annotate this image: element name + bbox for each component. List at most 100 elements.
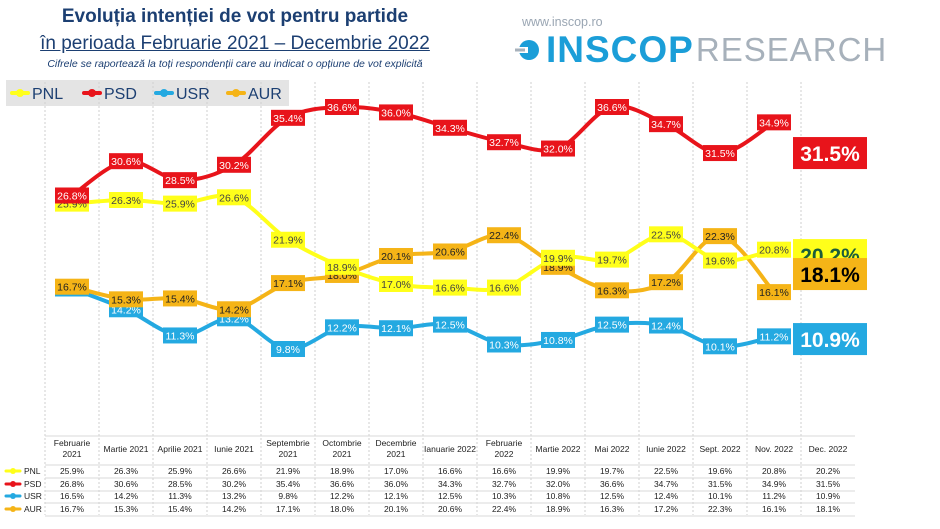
data-label: 19.7% bbox=[597, 255, 627, 267]
data-label: 18.9% bbox=[327, 262, 357, 274]
table-cell: 16.5% bbox=[60, 491, 85, 501]
legend-label-psd: PSD bbox=[104, 86, 137, 103]
table-cell: 34.7% bbox=[654, 479, 679, 489]
table-cell: 15.3% bbox=[114, 504, 139, 514]
data-label-box bbox=[433, 119, 467, 136]
table-legend-marker bbox=[10, 468, 16, 474]
data-label: 28.5% bbox=[165, 175, 195, 187]
data-label: 10.1% bbox=[705, 341, 735, 353]
data-label: 12.5% bbox=[435, 320, 465, 332]
data-label: 12.2% bbox=[327, 322, 357, 334]
table-column-header: Iunie 2021 bbox=[214, 444, 254, 454]
table-column-header: Septembrie bbox=[266, 438, 310, 448]
table-cell: 28.5% bbox=[168, 479, 193, 489]
legend-marker-usr bbox=[160, 89, 168, 97]
table-cell: 34.3% bbox=[438, 479, 463, 489]
table-cell: 16.7% bbox=[60, 504, 85, 514]
data-label: 34.7% bbox=[651, 119, 681, 131]
table-column-header: Mai 2022 bbox=[595, 444, 630, 454]
data-label: 10.8% bbox=[543, 335, 573, 347]
table-cell: 12.1% bbox=[384, 491, 409, 501]
legend-label-usr: USR bbox=[176, 86, 210, 103]
data-label: 34.9% bbox=[759, 117, 789, 129]
table-cell: 16.3% bbox=[600, 504, 625, 514]
data-label-box bbox=[109, 153, 143, 170]
table-cell: 10.1% bbox=[708, 491, 733, 501]
table-cell: 12.2% bbox=[330, 491, 355, 501]
table-cell: 16.6% bbox=[438, 466, 463, 476]
table-cell: 25.9% bbox=[60, 466, 85, 476]
table-row-label: AUR bbox=[24, 504, 42, 514]
data-label: 22.3% bbox=[705, 231, 735, 243]
data-label: 19.6% bbox=[705, 256, 735, 268]
table-cell: 14.2% bbox=[114, 491, 139, 501]
final-value-box bbox=[793, 137, 867, 170]
table-cell: 19.6% bbox=[708, 466, 733, 476]
table-column-header: Iunie 2022 bbox=[646, 444, 686, 454]
chart-note: Cifrele se raportează la toți respondenț… bbox=[47, 58, 423, 70]
data-label: 11.3% bbox=[166, 330, 195, 342]
table-cell: 31.5% bbox=[816, 479, 841, 489]
data-label-box bbox=[325, 258, 359, 275]
logo-sub-text: RESEARCH bbox=[695, 31, 888, 68]
final-value-label: 31.5% bbox=[800, 143, 860, 166]
data-label: 12.4% bbox=[651, 321, 681, 333]
table-cell: 32.7% bbox=[492, 479, 517, 489]
data-label-box bbox=[595, 282, 629, 299]
table-cell: 10.3% bbox=[492, 491, 517, 501]
data-label-box bbox=[649, 116, 683, 133]
table-column-header: Decembrie bbox=[375, 438, 416, 448]
table-cell: 34.9% bbox=[762, 479, 787, 489]
data-label: 32.7% bbox=[489, 137, 519, 149]
table-cell: 17.1% bbox=[276, 504, 301, 514]
data-label: 22.5% bbox=[651, 229, 681, 241]
legend-label-aur: AUR bbox=[248, 86, 282, 103]
website-url: www.inscop.ro bbox=[522, 15, 603, 29]
table-cell: 11.3% bbox=[168, 491, 192, 501]
inscop-logo: INSCOP RESEARCH bbox=[514, 30, 887, 70]
data-label-box bbox=[325, 319, 359, 336]
table-cell: 10.8% bbox=[546, 491, 571, 501]
table-cell: 15.4% bbox=[168, 504, 193, 514]
data-label: 30.2% bbox=[219, 160, 249, 172]
data-label-box bbox=[163, 290, 197, 307]
table-cell: 13.2% bbox=[222, 491, 247, 501]
data-label-box bbox=[325, 99, 359, 115]
table-column-header: Octombrie bbox=[322, 438, 361, 448]
data-label: 32.0% bbox=[543, 144, 573, 156]
data-label: 20.8% bbox=[759, 245, 789, 257]
data-label-box bbox=[271, 275, 305, 292]
data-label-box bbox=[649, 226, 683, 243]
data-label-box bbox=[109, 192, 143, 209]
data-label-box bbox=[55, 187, 89, 204]
final-value-box bbox=[793, 258, 867, 291]
table-cell: 30.2% bbox=[222, 479, 247, 489]
data-label: 36.6% bbox=[597, 102, 627, 114]
data-label: 35.4% bbox=[273, 113, 303, 125]
data-label-box bbox=[379, 104, 413, 121]
data-label: 15.3% bbox=[111, 294, 141, 306]
legend-label-pnl: PNL bbox=[32, 86, 63, 103]
data-label: 17.2% bbox=[651, 277, 681, 289]
table-cell: 10.9% bbox=[816, 491, 841, 501]
data-label-box bbox=[757, 328, 791, 345]
table-column-header: Februarie bbox=[54, 438, 91, 448]
table-cell: 20.2% bbox=[816, 466, 841, 476]
data-label-box bbox=[433, 316, 467, 333]
table-column-header: Dec. 2022 bbox=[809, 444, 848, 454]
data-label-box bbox=[541, 140, 575, 157]
data-label: 26.8% bbox=[57, 190, 87, 202]
table-cell: 19.9% bbox=[546, 466, 571, 476]
data-label: 36.0% bbox=[381, 107, 411, 119]
table-cell: 36.6% bbox=[600, 479, 625, 489]
data-label-box bbox=[217, 156, 251, 173]
data-label: 16.6% bbox=[489, 283, 519, 295]
data-label: 14.2% bbox=[219, 304, 249, 316]
table-row-label: PSD bbox=[24, 479, 41, 489]
table-cell: 12.4% bbox=[654, 491, 679, 501]
table-cell: 12.5% bbox=[600, 491, 625, 501]
table-column-header: Martie 2021 bbox=[104, 444, 149, 454]
table-cell: 30.6% bbox=[114, 479, 139, 489]
data-label: 22.4% bbox=[489, 230, 519, 242]
data-label: 16.1% bbox=[759, 287, 789, 299]
